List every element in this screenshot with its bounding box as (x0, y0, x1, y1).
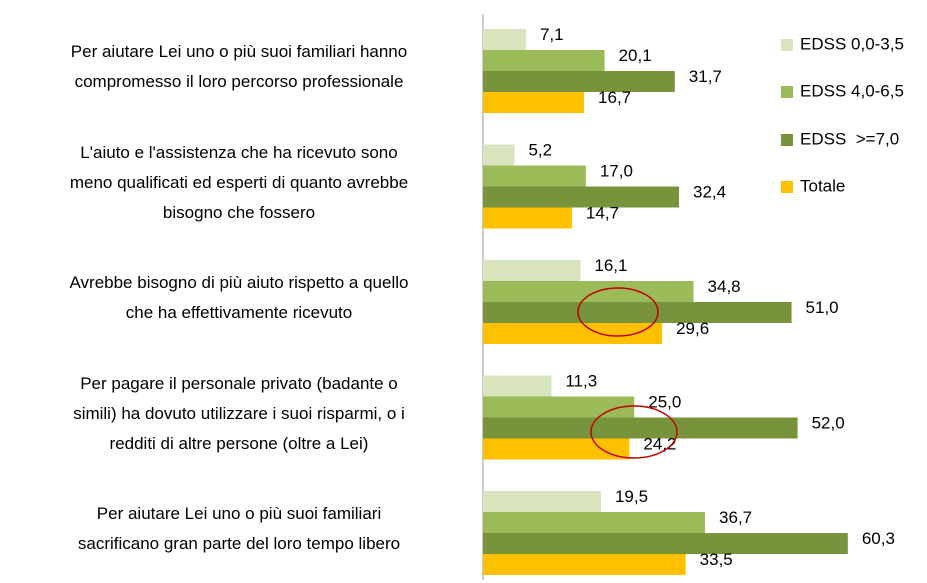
value-label: 11,3 (565, 371, 597, 390)
value-label: 52,0 (812, 413, 845, 432)
value-label: 29,6 (676, 319, 709, 338)
category-label: Avrebbe bisogno di più aiuto rispetto a … (69, 273, 409, 322)
bar (483, 165, 586, 187)
legend-label: EDSS >=7,0 (800, 129, 899, 148)
bar (483, 417, 798, 439)
category-label: L'aiuto e l'assistenza che ha ricevuto s… (69, 142, 409, 222)
value-label: 32,4 (693, 182, 726, 201)
value-label: 17,0 (600, 161, 633, 180)
value-label: 60,3 (862, 529, 895, 548)
value-label: 51,0 (806, 298, 839, 317)
bar (483, 281, 694, 302)
value-label: 16,7 (598, 88, 631, 107)
value-label: 7,1 (540, 25, 564, 44)
bar (483, 29, 526, 50)
legend-label: Totale (800, 176, 845, 195)
bar (483, 260, 581, 281)
bar (483, 186, 680, 208)
bar (483, 302, 792, 323)
legend-swatch (781, 134, 793, 146)
legend-swatch (781, 181, 793, 193)
bar (483, 207, 572, 229)
bar (483, 50, 605, 71)
value-label: 24,2 (643, 434, 676, 453)
value-label: 19,5 (615, 487, 648, 506)
bar (483, 323, 663, 344)
highlight-ellipse (590, 405, 678, 459)
bar (483, 71, 675, 92)
legend-label: EDSS 0,0-3,5 (800, 34, 904, 53)
category-label: Per pagare il personale privato (badante… (73, 373, 405, 453)
value-label: 14,7 (586, 203, 619, 222)
bar (483, 144, 515, 166)
bar (483, 491, 601, 512)
value-label: 5,2 (528, 140, 552, 159)
value-label: 16,1 (594, 256, 627, 275)
highlight-ellipse (577, 287, 659, 337)
bar (483, 554, 686, 575)
bar (483, 533, 848, 554)
bar (483, 396, 635, 418)
category-label: Per aiutare Lei uno o più suoi familiari… (77, 504, 401, 553)
value-label: 20,1 (619, 46, 652, 65)
value-label: 36,7 (719, 508, 752, 527)
value-label: 25,0 (648, 392, 681, 411)
value-label: 33,5 (700, 550, 733, 569)
value-label: 31,7 (689, 67, 722, 86)
value-label: 34,8 (708, 277, 741, 296)
bar (483, 92, 585, 113)
category-label: Per aiutare Lei uno o più suoi familiari… (70, 42, 408, 91)
legend-swatch (781, 86, 793, 98)
legend-label: EDSS 4,0-6,5 (800, 81, 904, 100)
bar (483, 512, 706, 533)
legend-swatch (781, 39, 793, 51)
bar (483, 438, 630, 460)
bar (483, 375, 552, 397)
